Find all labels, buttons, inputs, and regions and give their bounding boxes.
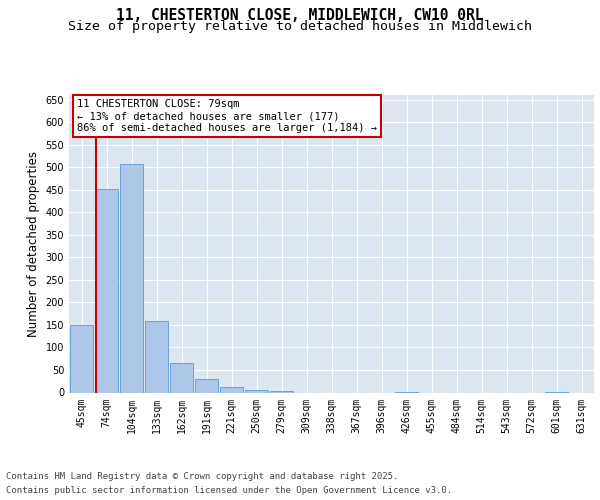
- Bar: [195, 379, 218, 392]
- Text: 11, CHESTERTON CLOSE, MIDDLEWICH, CW10 0RL: 11, CHESTERTON CLOSE, MIDDLEWICH, CW10 0…: [116, 8, 484, 22]
- Text: Size of property relative to detached houses in Middlewich: Size of property relative to detached ho…: [68, 20, 532, 33]
- Bar: [245, 390, 268, 392]
- Bar: [70, 325, 93, 392]
- Text: Contains public sector information licensed under the Open Government Licence v3: Contains public sector information licen…: [6, 486, 452, 495]
- Text: Contains HM Land Registry data © Crown copyright and database right 2025.: Contains HM Land Registry data © Crown c…: [6, 472, 398, 481]
- Text: 11 CHESTERTON CLOSE: 79sqm
← 13% of detached houses are smaller (177)
86% of sem: 11 CHESTERTON CLOSE: 79sqm ← 13% of deta…: [77, 100, 377, 132]
- Bar: [120, 164, 143, 392]
- Bar: [270, 391, 293, 392]
- Bar: [145, 322, 168, 392]
- Bar: [170, 363, 193, 392]
- Bar: [95, 189, 118, 392]
- Bar: [220, 387, 243, 392]
- Y-axis label: Number of detached properties: Number of detached properties: [27, 151, 40, 337]
